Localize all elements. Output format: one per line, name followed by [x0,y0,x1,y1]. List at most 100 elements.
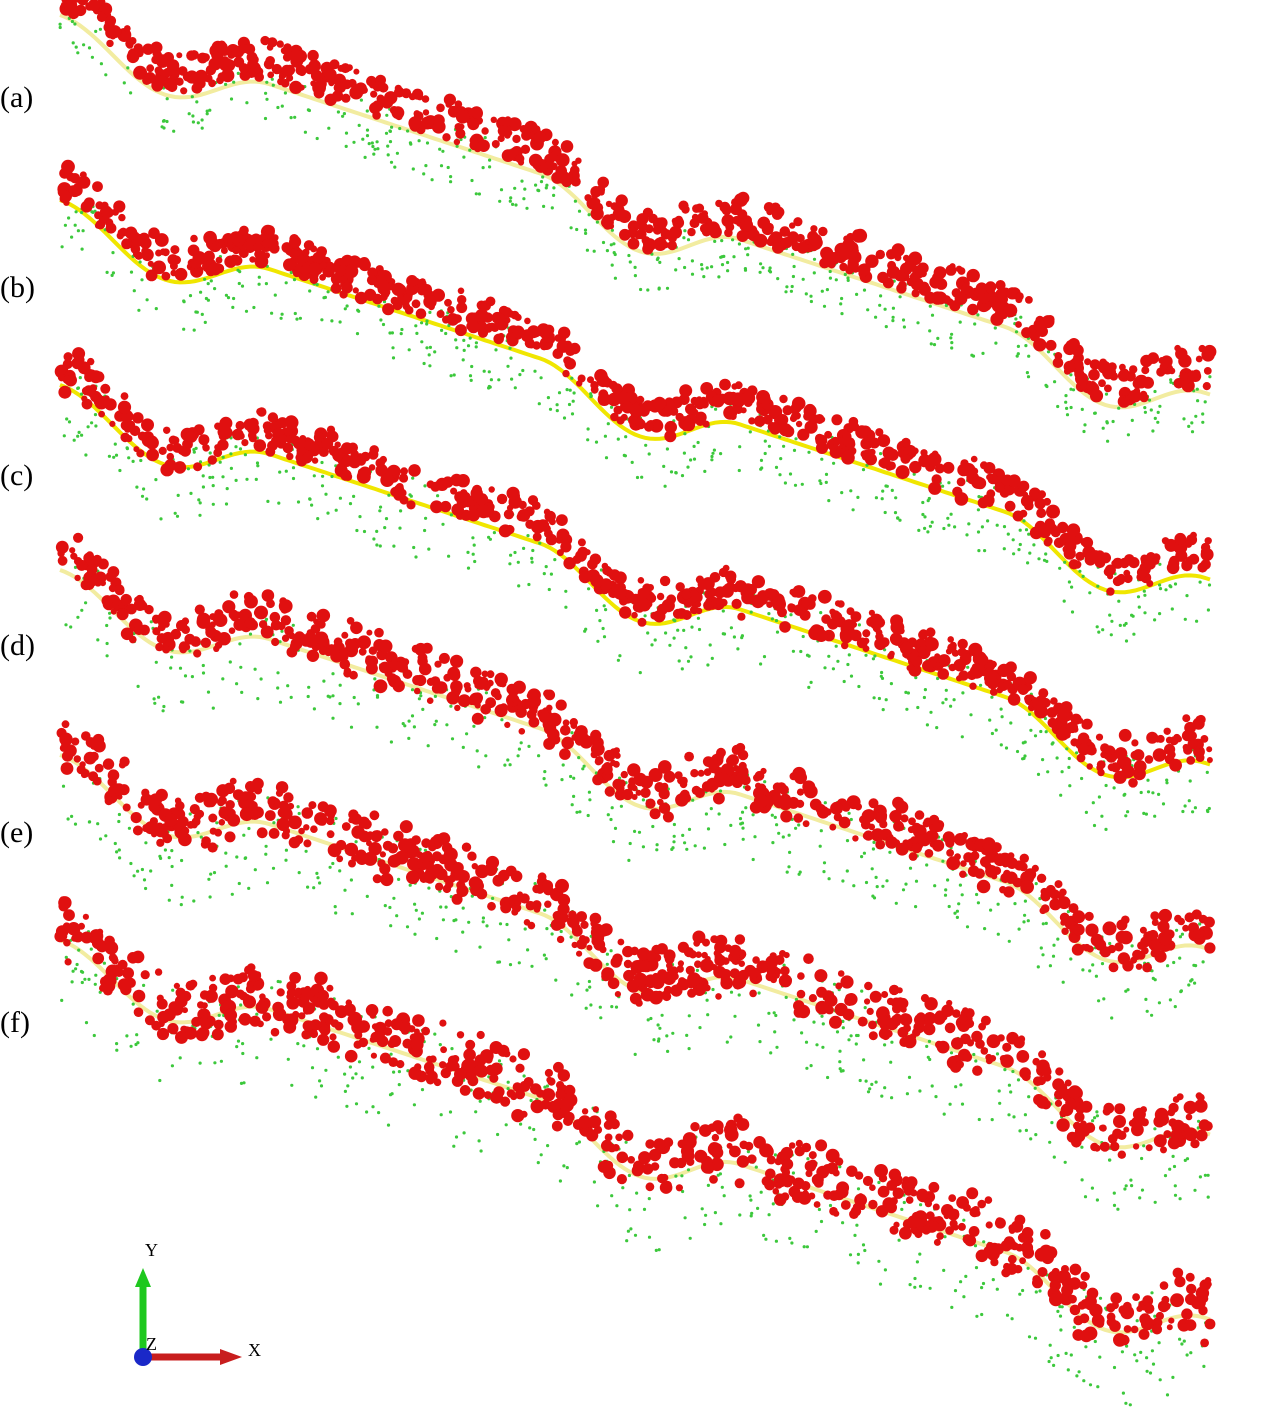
fine-particle [740,636,744,640]
fine-particle [270,77,274,81]
coarse-particle [703,600,714,611]
fine-particle [1068,784,1072,788]
fine-particle [375,543,379,547]
coarse-particle [73,755,82,763]
coarse-particle [267,412,279,423]
coarse-particle [681,205,690,214]
fine-particle [304,849,308,853]
fine-particle [623,454,628,458]
coarse-particle [863,830,874,841]
fine-particle [352,140,356,144]
coarse-particle [1020,494,1034,508]
fine-particle [279,316,283,320]
fine-particle [1198,922,1202,926]
fine-particle [960,735,964,739]
coarse-particle [818,226,828,237]
coarse-particle [1202,382,1211,391]
fine-particle [444,905,448,909]
coarse-particle [875,249,885,260]
fine-particle [306,885,310,889]
fine-particle [530,560,534,564]
fine-particle [544,565,548,569]
coarse-particle [309,275,319,284]
coarse-particle [1059,888,1067,897]
coarse-particle [292,268,302,278]
coarse-particle [415,308,427,320]
fine-particle [58,22,62,26]
fine-particle [1019,315,1023,319]
fine-particle [527,744,531,749]
coarse-particle [313,87,325,99]
coarse-particle [872,830,881,838]
fine-particle [86,425,90,429]
fine-particle [209,279,213,283]
coarse-particle [551,138,559,146]
fine-particle [1101,426,1105,430]
fine-particle [812,1020,816,1024]
fine-particle [842,679,846,684]
fine-particle [144,841,148,845]
coarse-particle [62,375,72,385]
fine-particle [762,655,767,659]
fine-particle [866,308,870,312]
fine-particle [514,203,518,207]
coarse-particle [614,991,622,998]
coarse-particle [302,248,310,257]
fine-particle [789,613,793,617]
coarse-particle [1089,389,1104,403]
coarse-particle [1022,327,1031,336]
fine-particle [1172,1164,1177,1169]
fine-particle [522,197,526,201]
fine-particle [1002,525,1007,529]
coarse-particle [382,303,395,316]
fine-particle [922,695,927,700]
coarse-particle [687,227,696,237]
fine-particle [1026,561,1030,565]
coarse-particle [164,459,177,472]
fine-particle [481,916,485,920]
fine-particle [450,737,455,741]
fine-particle [847,811,851,815]
fine-particle [840,312,844,316]
coarse-particle [248,434,257,443]
fine-particle [203,320,207,324]
coarse-particle [287,68,295,75]
coarse-particle [79,171,87,179]
coarse-particle [636,395,645,404]
fine-particle [455,144,459,148]
fine-particle [864,653,868,657]
fine-particle [726,260,730,265]
coarse-particle [1007,474,1021,488]
fine-particle [578,810,582,814]
coarse-particle [152,260,167,275]
fine-particle [891,306,896,310]
coarse-particle [205,626,217,639]
coarse-particle [284,626,294,636]
coarse-particle [166,443,175,452]
fine-particle [1158,562,1162,566]
coarse-particle [265,446,276,457]
coarse-particle [948,663,957,672]
fine-particle [1093,411,1097,415]
coarse-particle [311,457,319,464]
coarse-particle [497,134,505,143]
fine-particle [965,533,969,537]
fine-particle [929,342,933,346]
fine-particle [542,204,546,208]
fine-particle [293,115,297,119]
fine-particle [966,665,970,669]
fine-particle [1046,770,1050,774]
fine-particle [1105,421,1109,425]
coarse-particle [772,241,784,254]
fine-particle [1168,998,1172,1002]
fine-particle [834,278,838,282]
fine-particle [79,392,84,396]
coarse-particle [237,432,245,440]
coarse-particle [528,716,540,728]
fine-particle [192,899,196,903]
coarse-particle [488,486,495,493]
coarse-particle [314,812,328,826]
fine-particle [531,548,535,553]
fine-particle [65,417,69,421]
